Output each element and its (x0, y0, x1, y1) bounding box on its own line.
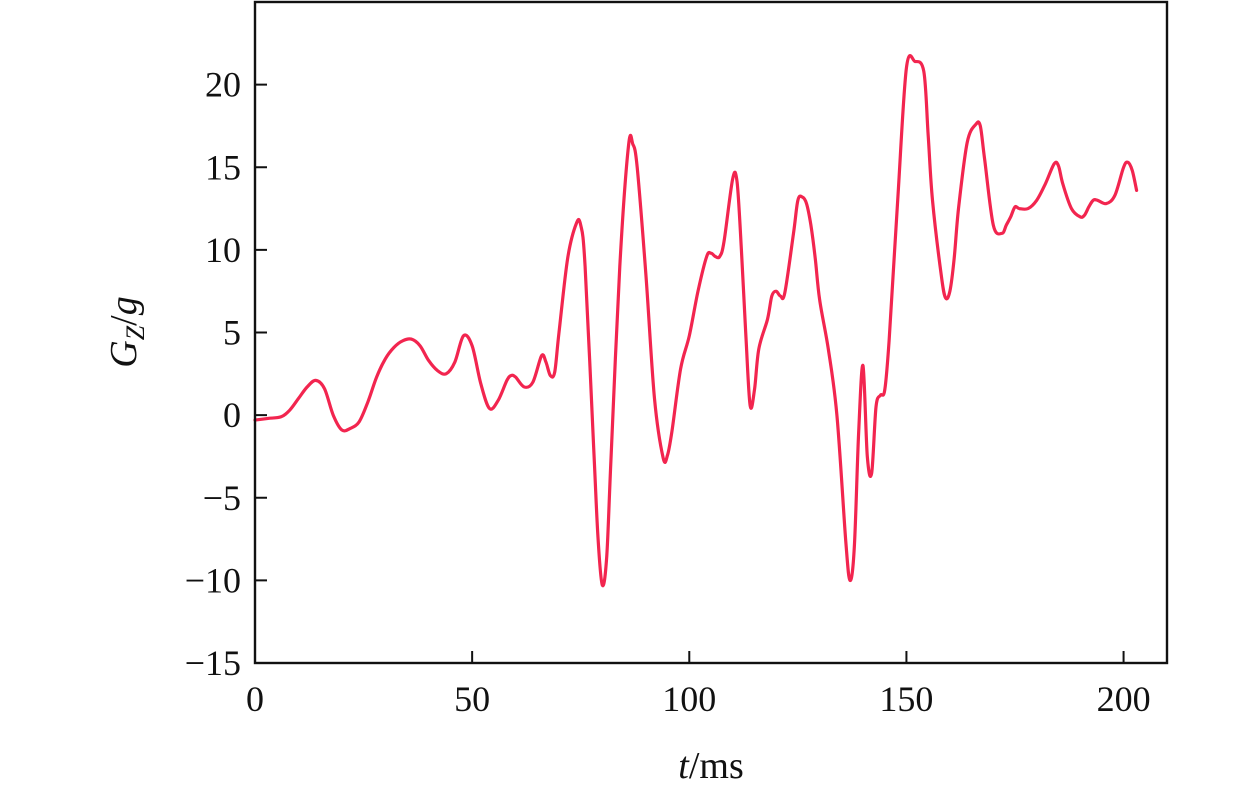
y-tick-label: 15 (205, 147, 241, 187)
plot-area-frame (253, 0, 1169, 665)
y-tick-label: −5 (203, 478, 241, 518)
x-tick-label: 150 (879, 679, 933, 719)
x-tick-label: 100 (662, 679, 716, 719)
y-tick-label: −10 (185, 560, 241, 600)
x-tick-label: 50 (454, 679, 490, 719)
ticks-layer: 0 50 100 150 200 −15 −10 −5 0 5 10 15 20 (185, 65, 1151, 719)
y-tick-label: 10 (205, 230, 241, 270)
y-tick-label: 0 (223, 395, 241, 435)
x-axis-label: t/ms (678, 745, 743, 787)
y-tick-label: 5 (223, 313, 241, 353)
series-layer (253, 54, 1139, 588)
y-tick-label: −15 (185, 643, 241, 683)
y-tick-label: 20 (205, 65, 241, 105)
series-line (253, 54, 1139, 588)
y-axis-label: GZ/g (103, 296, 150, 367)
x-tick-label: 0 (246, 679, 264, 719)
x-tick-label: 200 (1097, 679, 1151, 719)
